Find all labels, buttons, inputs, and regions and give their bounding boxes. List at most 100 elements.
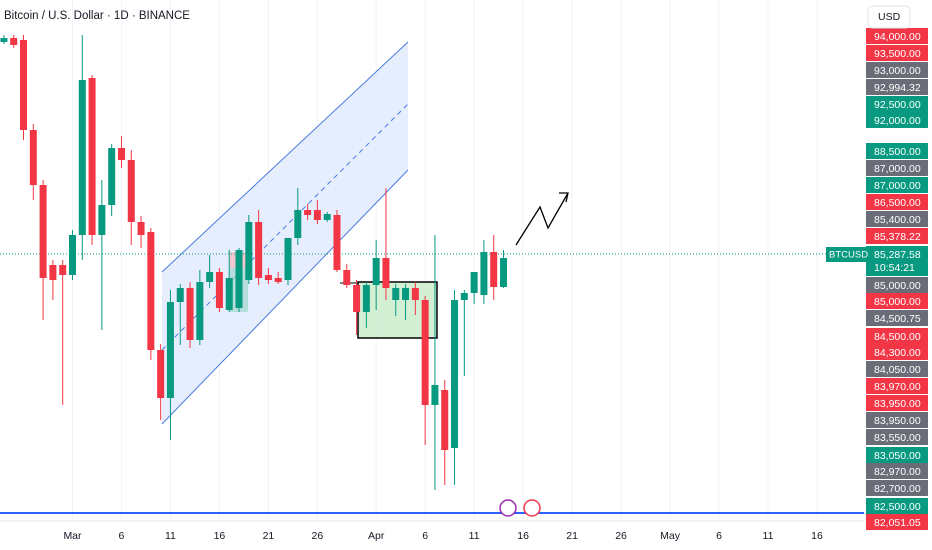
price-badge — [866, 463, 928, 479]
x-tick-label: 11 — [469, 530, 480, 542]
channel-fill — [162, 42, 408, 424]
candle-body — [333, 215, 341, 270]
candle-body — [78, 80, 86, 235]
candle-body — [88, 78, 96, 235]
x-tick-label: 26 — [312, 530, 324, 542]
candle-body — [29, 130, 37, 185]
candle-body — [20, 40, 28, 130]
price-label: 83,950.00 — [874, 415, 921, 427]
x-tick-label: 21 — [566, 530, 578, 542]
candle-body — [235, 250, 243, 308]
price-badge — [866, 378, 928, 394]
price-badge — [866, 246, 928, 276]
candle-body — [137, 222, 145, 235]
price-label: 84,500.75 — [874, 313, 921, 325]
price-label: 85,000.00 — [874, 296, 921, 308]
price-badge — [866, 228, 928, 244]
candle-body — [431, 385, 439, 405]
event-icon[interactable] — [523, 499, 541, 517]
price-label: 82,700.00 — [874, 483, 921, 495]
candle-body — [470, 272, 478, 293]
x-tick-label: 11 — [763, 530, 774, 542]
price-label: 93,000.00 — [874, 65, 921, 77]
candle-body — [402, 288, 410, 300]
price-badge — [866, 514, 928, 530]
candle-body — [411, 288, 419, 300]
candle-body — [460, 293, 468, 300]
price-badge — [866, 143, 928, 159]
price-badge — [866, 45, 928, 61]
price-label: 83,050.00 — [874, 450, 921, 462]
price-label: 85,000.00 — [874, 280, 921, 292]
candle-body — [10, 38, 18, 45]
x-tick-label: 16 — [517, 530, 529, 542]
event-icon[interactable] — [499, 499, 517, 517]
candle-body — [441, 390, 449, 450]
x-tick-label: 11 — [165, 530, 176, 542]
currency-button[interactable] — [867, 5, 911, 29]
candle-body — [274, 278, 282, 282]
candle-body — [451, 300, 459, 448]
price-label: 85,287.58 — [874, 249, 921, 261]
x-tick-label: 16 — [214, 530, 226, 542]
candle-body — [206, 272, 214, 282]
price-label: 87,000.00 — [874, 180, 921, 192]
x-tick-label: 6 — [422, 530, 428, 542]
price-label: 83,970.00 — [874, 381, 921, 393]
candle-body — [108, 148, 116, 205]
candle-body — [39, 185, 47, 278]
candle-body — [362, 285, 370, 312]
x-tick-label: 16 — [811, 530, 823, 542]
candle-body — [490, 252, 498, 287]
price-label: 92,994.32 — [874, 82, 921, 94]
price-badge — [866, 177, 928, 193]
price-badge — [866, 344, 928, 360]
price-badge — [866, 28, 928, 44]
symbol-badge — [826, 247, 866, 262]
price-label: 83,550.00 — [874, 432, 921, 444]
candle-body — [59, 265, 67, 275]
channel-lower — [161, 169, 409, 425]
x-tick-label: 26 — [615, 530, 627, 542]
candle-body — [372, 258, 380, 285]
price-label: 83,950.00 — [874, 398, 921, 410]
candle-body — [480, 252, 488, 295]
price-badge — [866, 328, 928, 344]
symbol-label: BTCUSD — [829, 250, 868, 261]
price-label: 84,300.00 — [874, 347, 921, 359]
candle-body — [0, 38, 8, 42]
candle-body — [255, 222, 263, 278]
price-label: 85,378.22 — [874, 231, 921, 243]
candle-body — [186, 288, 194, 340]
price-badge — [866, 480, 928, 496]
candle-body — [117, 148, 125, 160]
candle-body — [215, 272, 223, 308]
x-tick-label: May — [660, 530, 681, 542]
candle-body — [284, 238, 292, 280]
price-label: 84,050.00 — [874, 364, 921, 376]
price-badge — [866, 412, 928, 428]
candle-body — [68, 235, 76, 275]
candle-body — [343, 270, 351, 285]
candle-body — [127, 160, 135, 222]
price-label: 92,500.00 — [874, 99, 921, 111]
x-tick-label: 21 — [263, 530, 275, 542]
candle-body — [166, 302, 174, 398]
x-tick-label: 6 — [119, 530, 125, 542]
price-label: 92,000.00 — [874, 115, 921, 127]
price-badge — [866, 361, 928, 377]
price-badge — [866, 447, 928, 463]
arrow-head — [559, 192, 569, 203]
price-badge — [866, 194, 928, 210]
price-badge — [866, 79, 928, 95]
candle-body — [382, 258, 390, 288]
candle-body — [353, 285, 361, 312]
price-label: 85,400.00 — [874, 214, 921, 226]
candle-body — [304, 210, 312, 215]
candle-body — [49, 265, 57, 280]
candle-body — [157, 350, 165, 398]
price-label: 86,500.00 — [874, 197, 921, 209]
price-label: 82,500.00 — [874, 501, 921, 513]
